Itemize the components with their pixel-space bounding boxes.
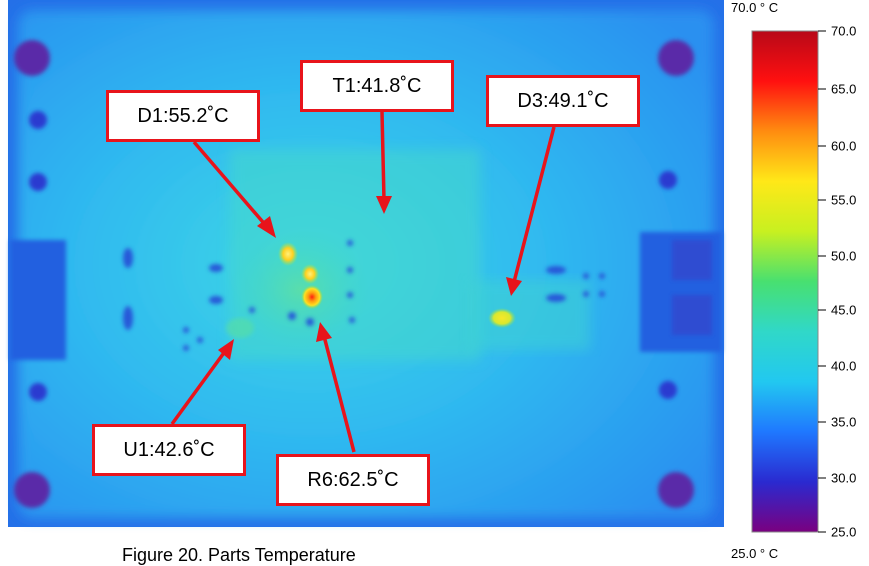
arrow-t1 — [380, 111, 386, 201]
arrowhead-r6 — [316, 322, 332, 342]
warm-region-right — [470, 280, 590, 350]
scale-tick-label: 70.0 — [831, 23, 857, 39]
callout-t1: T1:41.8˚C — [300, 60, 454, 112]
hotspot-r6 — [301, 285, 323, 309]
figure-caption: Figure 20. Parts Temperature — [122, 545, 356, 565]
scale-ticks — [818, 30, 826, 533]
hotspot-d3 — [488, 308, 516, 328]
callout-d1: D1:55.2˚C — [106, 90, 260, 142]
arrow-d3 — [512, 126, 556, 283]
arrowhead-t1 — [376, 196, 392, 214]
color-scale-bar — [751, 30, 819, 533]
warm-zone-center — [230, 230, 370, 350]
right-connector-inner — [672, 240, 712, 280]
scale-tick-label: 35.0 — [831, 414, 857, 430]
arrow-d1 — [192, 140, 270, 230]
scale-max-label: 70.0 ° C — [731, 0, 779, 15]
scale-tick-label: 60.0 — [831, 138, 857, 154]
hotspot-d1 — [278, 242, 298, 266]
left-connector — [10, 240, 66, 360]
scale-tick-label: 45.0 — [831, 302, 857, 318]
hotspot-r6-upper — [301, 264, 319, 284]
scale-tick-label: 50.0 — [831, 248, 857, 264]
callout-r6: R6:62.5˚C — [276, 454, 430, 506]
callout-d3: D3:49.1˚C — [486, 75, 640, 127]
scale-tick-label: 65.0 — [831, 81, 857, 97]
arrowhead-u1 — [218, 339, 234, 360]
callout-arrows — [170, 111, 556, 453]
scale-tick-label: 55.0 — [831, 192, 857, 208]
arrowhead-d1 — [257, 216, 276, 238]
scale-tick-label: 40.0 — [831, 358, 857, 374]
scale-tick-label: 30.0 — [831, 470, 857, 486]
right-connector-inner-2 — [672, 295, 712, 335]
arrow-r6 — [322, 335, 356, 453]
mounting-holes — [14, 40, 694, 508]
scale-min-label: 25.0 ° C — [731, 546, 779, 561]
arrow-u1 — [170, 348, 228, 426]
scale-tick-label: 25.0 — [831, 524, 857, 540]
pcb-vias — [123, 240, 605, 351]
arrowhead-d3 — [506, 277, 522, 296]
hotspot-u1 — [226, 318, 254, 338]
callout-u1: U1:42.6˚C — [92, 424, 246, 476]
